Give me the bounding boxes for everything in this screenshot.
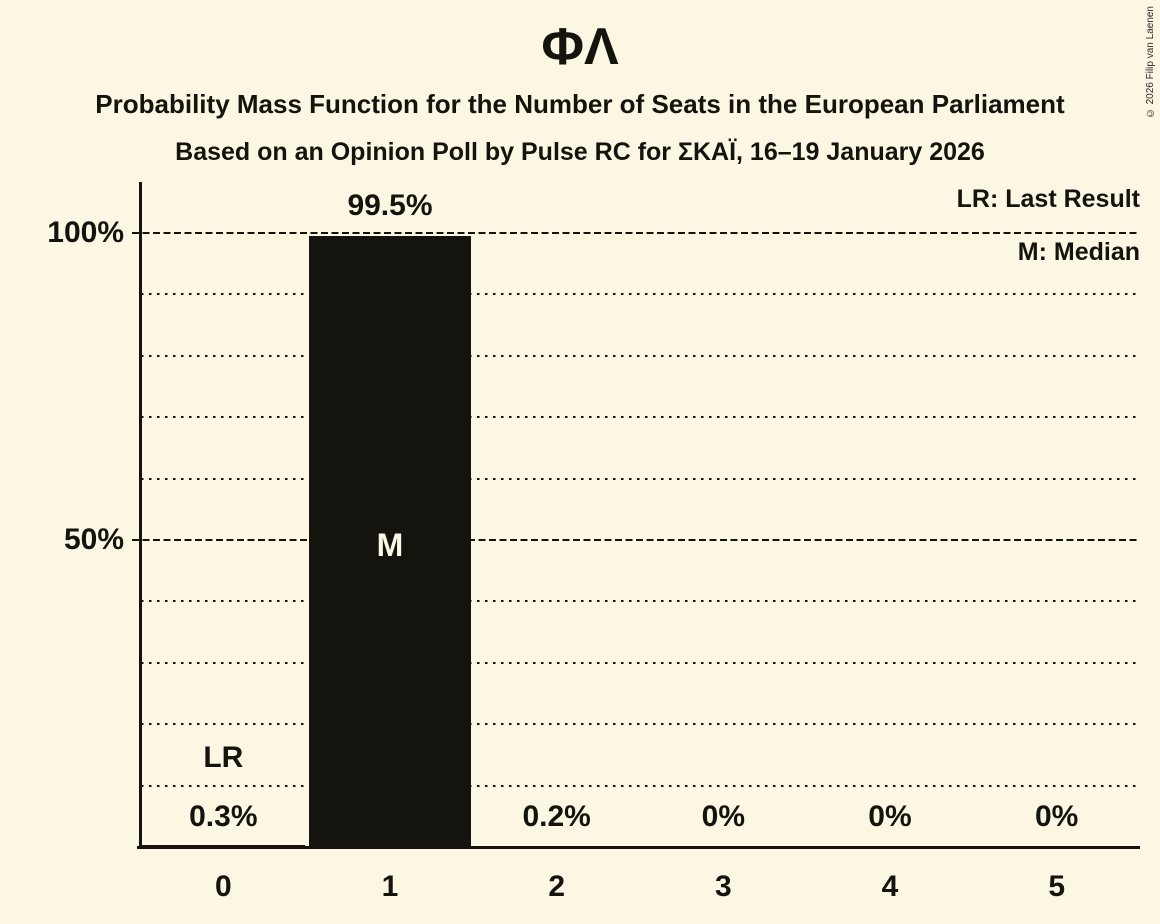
- gridline-major-100pct: [132, 232, 1140, 234]
- gridline-20pct: [141, 723, 1138, 726]
- legend-median: M: Median: [1017, 238, 1140, 266]
- x-axis-label-4: 4: [881, 870, 899, 903]
- gridline-30pct: [141, 661, 1138, 664]
- gridline-60pct: [141, 477, 1138, 480]
- legend-last-result: LR: Last Result: [956, 185, 1140, 213]
- bar-value-label-5: 0%: [1034, 800, 1079, 833]
- x-axis-label-2: 2: [548, 870, 565, 903]
- x-axis-label-1: 1: [381, 870, 399, 903]
- x-axis-label-3: 3: [714, 870, 732, 903]
- gridline-70pct: [141, 416, 1138, 419]
- median-marker: M: [376, 527, 404, 563]
- x-axis-label-0: 0: [214, 870, 232, 903]
- chart-title: ΦΛ: [541, 18, 619, 76]
- bar-value-label-2: 0.2%: [522, 800, 591, 833]
- bar-value-label-0: 0.3%: [189, 800, 258, 833]
- gridline-major-50pct: [132, 539, 1140, 541]
- x-axis-line: [137, 845, 1140, 849]
- bar-value-label-1: 99.5%: [347, 189, 433, 222]
- y-axis-line: [138, 182, 142, 849]
- gridline-90pct: [141, 293, 1138, 296]
- bar-seats-1: [308, 236, 472, 847]
- bar-value-label-4: 0%: [868, 800, 912, 833]
- bar-value-label-3: 0%: [701, 800, 745, 833]
- y-axis-label-50pct: 50%: [63, 523, 124, 556]
- y-axis-label-100pct: 100%: [47, 216, 124, 249]
- last-result-marker: LR: [203, 741, 244, 774]
- x-axis-label-5: 5: [1048, 870, 1065, 903]
- chart-subtitle: Probability Mass Function for the Number…: [95, 89, 1065, 119]
- gridline-80pct: [141, 354, 1138, 357]
- gridline-10pct: [141, 784, 1138, 787]
- gridline-40pct: [141, 600, 1138, 603]
- chart-poll-details: Based on an Opinion Poll by Pulse RC for…: [175, 138, 985, 166]
